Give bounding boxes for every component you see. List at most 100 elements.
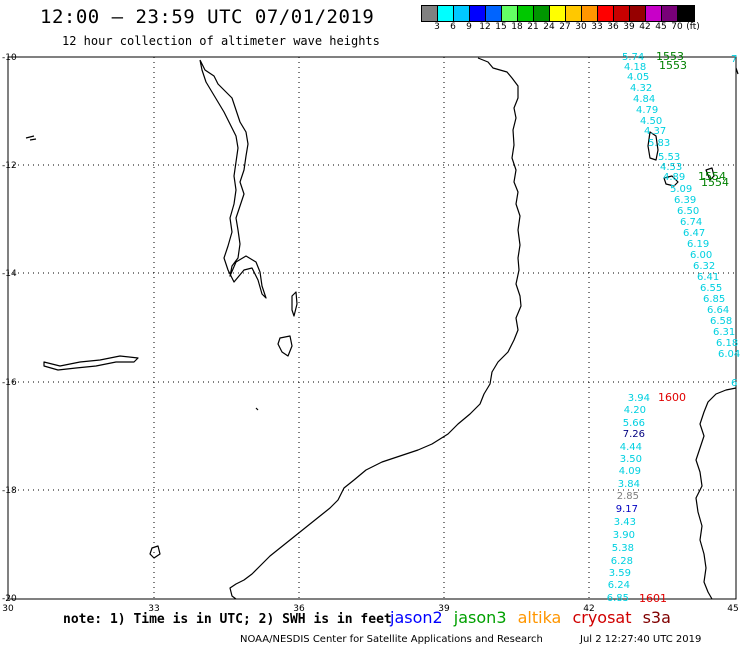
swh-label: 6.85	[703, 294, 725, 305]
colorbar-labels: 3 6 9 12 15 18 21 24 27 30 33 36 39 42 45 70 (ft)	[421, 22, 740, 34]
colorbar-swatch	[470, 6, 486, 21]
generated-timestamp: Jul 2 12:27:40 UTC 2019	[580, 634, 702, 645]
swh-label: 6.47	[683, 228, 705, 239]
legend-cryosat: cryosat	[572, 608, 632, 627]
lon-label: 36	[293, 604, 305, 614]
swh-label: 6.00	[690, 250, 712, 261]
colorbar	[421, 5, 695, 22]
swh-label: 6.58	[710, 316, 732, 327]
colorbar-label: 24	[543, 22, 555, 32]
swh-label: 5.53	[658, 152, 680, 163]
units-note: note: 1) Time is in UTC; 2) SWH is in fe…	[63, 612, 392, 627]
colorbar-swatch	[630, 6, 646, 21]
colorbar-label: 33	[591, 22, 603, 32]
lat-label: -20	[2, 594, 17, 604]
colorbar-swatch	[646, 6, 662, 21]
legend-s3a: s3a	[642, 608, 671, 627]
swh-label: 5.66	[623, 418, 645, 429]
colorbar-swatch	[598, 6, 614, 21]
swh-label: 5.74	[622, 52, 644, 63]
lon-axis-labels: 30 33 36 39 42 45	[2, 604, 738, 614]
colorbar-swatch	[582, 6, 598, 21]
swh-label: 6.31	[713, 327, 735, 338]
swh-label: 6.74	[680, 217, 702, 228]
swh-label: 6.04	[718, 349, 740, 360]
swh-label: 6.55	[700, 283, 722, 294]
colorbar-swatch	[518, 6, 534, 21]
colorbar-label: 9	[466, 22, 472, 32]
swh-label: 6.32	[693, 261, 715, 272]
colorbar-swatch	[614, 6, 630, 21]
swh-label: 4.79	[636, 105, 658, 116]
track-1-pass-ids: 1553 1553 1554 1554	[656, 50, 729, 189]
swh-label: 4.32	[630, 83, 652, 94]
swh-label: 4.18	[624, 62, 646, 73]
colorbar-swatch	[566, 6, 582, 21]
lon-label: 42	[583, 604, 594, 614]
legend-jason2: jason2	[390, 608, 443, 627]
western-lake	[43, 355, 139, 371]
lat-label: -10	[2, 53, 17, 63]
colorbar-swatch	[534, 6, 550, 21]
colorbar-swatch	[486, 6, 502, 21]
colorbar-label: 21	[527, 22, 539, 32]
colorbar-swatch	[678, 6, 694, 21]
swh-label: 3.59	[609, 568, 631, 579]
lat-label: -18	[2, 486, 17, 496]
pass-id-label: 1553	[656, 50, 684, 63]
map-subtitle: 12 hour collection of altimeter wave hei…	[62, 34, 380, 48]
swh-label: 6.41	[697, 272, 719, 283]
colorbar-label: 39	[623, 22, 635, 32]
small-lake-a	[277, 335, 293, 357]
swh-label: 2.85	[617, 491, 639, 502]
pass-id-label: 1600	[658, 391, 686, 404]
colorbar-swatch	[550, 6, 566, 21]
colorbar-label: (ft)	[686, 22, 700, 32]
credit-line: NOAA/NESDIS Center for Satellite Applica…	[240, 634, 543, 645]
colorbar-label: 18	[511, 22, 523, 32]
colorbar-label: 30	[575, 22, 587, 32]
swh-label: 6.18	[716, 338, 738, 349]
pass-id-label: 1553	[659, 59, 687, 72]
mozambique-interior-lake	[149, 545, 161, 559]
pass-id-label: 1601	[639, 592, 667, 605]
colorbar-label: 12	[479, 22, 491, 32]
africa-coastline	[229, 57, 522, 600]
swh-label: 6.64	[707, 305, 729, 316]
pass-id-label: 1554	[698, 170, 726, 183]
swh-label: 6.24	[608, 580, 630, 591]
colorbar-label: 45	[655, 22, 667, 32]
pass-id-label: 1554	[701, 176, 729, 189]
colorbar-swatch	[502, 6, 518, 21]
lon-label: 39	[438, 604, 450, 614]
swh-label: 6	[731, 378, 737, 389]
colorbar-label: 36	[607, 22, 619, 32]
swh-label: 3.84	[618, 479, 640, 490]
swh-label: 6.85	[607, 593, 629, 604]
swh-label: 4.37	[644, 126, 666, 137]
lat-label: -14	[2, 269, 17, 279]
track-2-pass-ids: 1600 1601	[639, 391, 686, 605]
legend-jason3: jason3	[453, 608, 507, 627]
swh-label: 4.50	[640, 116, 662, 127]
map-frame	[7, 56, 737, 600]
swh-label: 4.05	[627, 72, 649, 83]
small-lake-b	[291, 291, 298, 317]
legend-altika: altika	[517, 608, 562, 627]
satellite-legend: jason2 jason3 altika cryosat s3a	[390, 608, 677, 627]
colorbar-label: 27	[559, 22, 571, 32]
colorbar-label: 6	[450, 22, 456, 32]
lat-label: -16	[2, 378, 17, 388]
swh-label: 5.83	[648, 138, 670, 149]
lake-mweru-dots	[25, 135, 37, 141]
track-1-labels: 5.74 4.18 4.05 4.32 4.84 4.79 4.50 4.37 …	[622, 52, 740, 389]
colorbar-label: 70	[671, 22, 683, 32]
lon-label: 45	[727, 604, 738, 614]
grid	[8, 57, 736, 599]
lon-label: 30	[2, 604, 14, 614]
swh-label: 7.26	[623, 429, 645, 440]
swh-label: 3.50	[620, 454, 642, 465]
coastlines	[25, 57, 739, 600]
map-title: 12:00 – 23:59 UTC 07/01/2019	[40, 6, 375, 28]
